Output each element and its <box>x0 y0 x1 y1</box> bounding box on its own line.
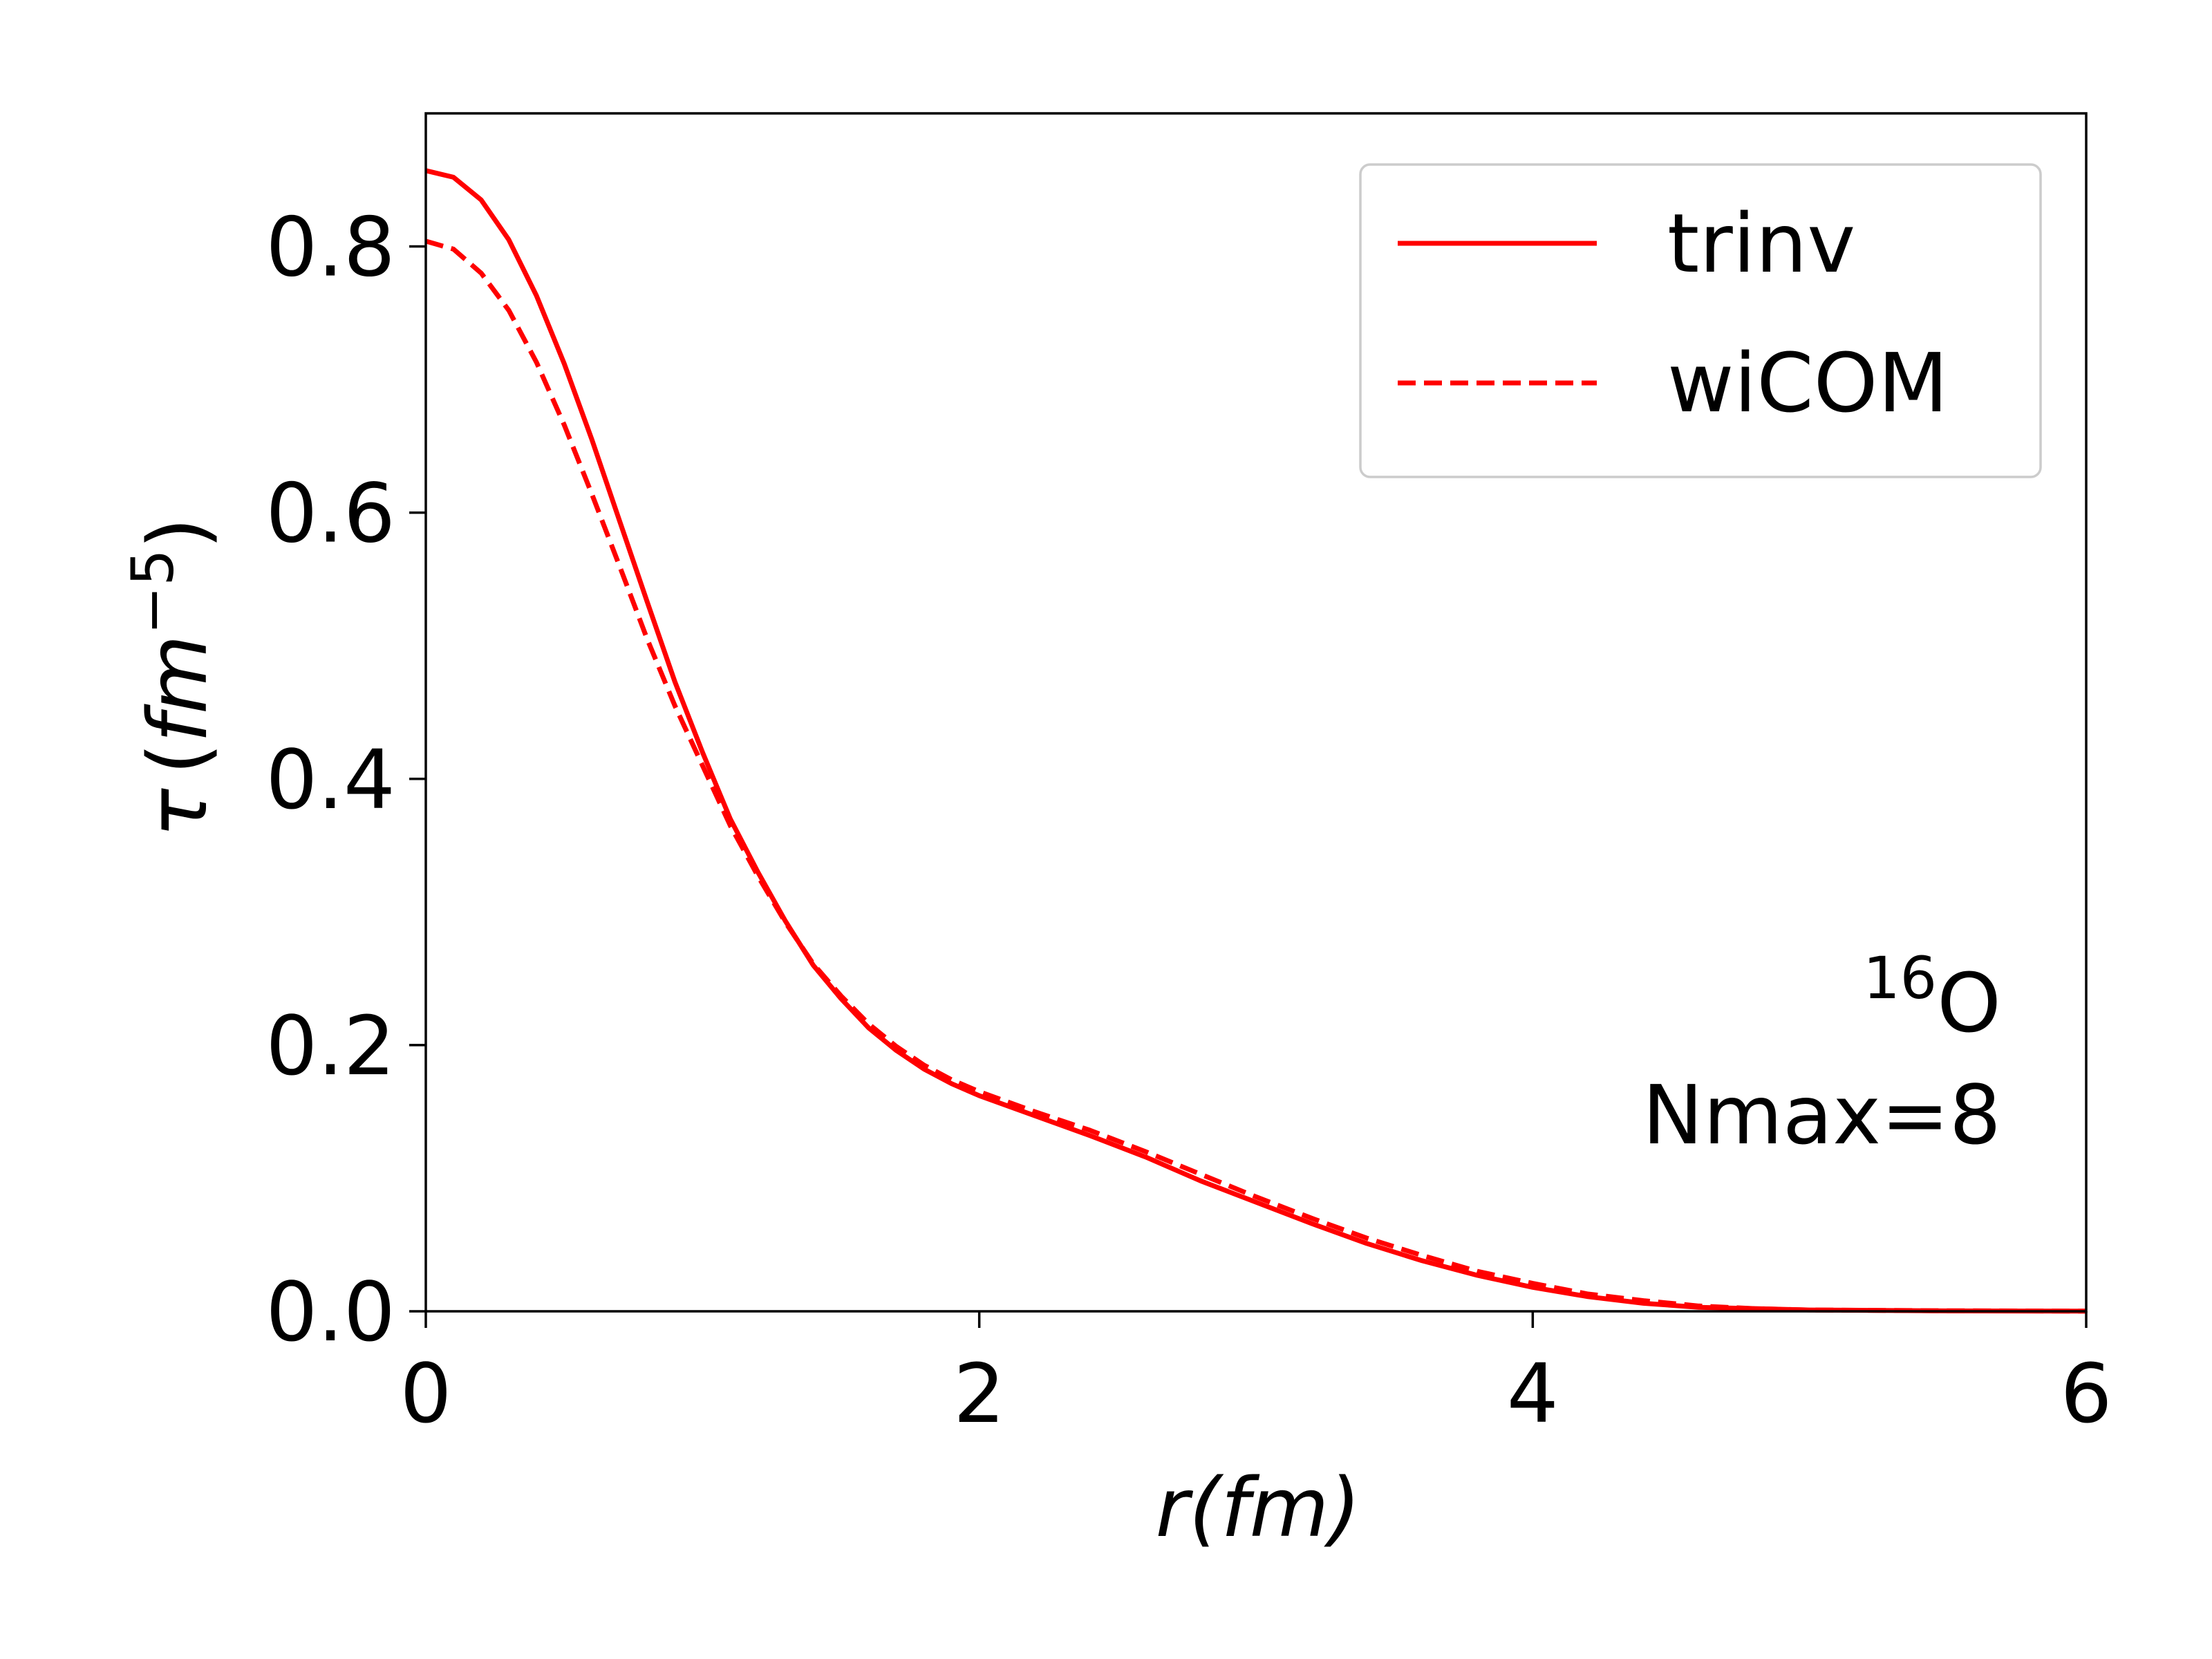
y-axis-unit: fm <box>130 635 225 743</box>
x-axis-label: r(fm) <box>1155 1460 1360 1555</box>
x-ticks: 0 2 4 6 <box>400 1311 2112 1441</box>
isotope-annotation: 16O <box>1863 944 2001 1051</box>
x-tick-label: 2 <box>953 1346 1005 1441</box>
isotope-mass: 16 <box>1863 944 1937 1012</box>
y-ticks: 0.0 0.2 0.4 0.6 0.8 <box>265 200 426 1360</box>
y-tick-label: 0.0 <box>265 1264 395 1360</box>
series-line-trinv <box>425 168 2087 1314</box>
series-line-wiCOM <box>425 238 2087 1314</box>
legend-label-wiCOM: wiCOM <box>1667 335 1948 431</box>
nmax-annotation: Nmax=8 <box>1642 1067 2001 1163</box>
y-tick-label: 0.4 <box>265 732 395 827</box>
y-axis-exp: −5 <box>119 549 187 635</box>
legend-label-trinv: trinv <box>1667 196 1855 291</box>
y-axis-open: ( <box>130 743 225 775</box>
isotope-symbol: O <box>1937 955 2001 1051</box>
y-tick-label: 0.8 <box>265 200 395 295</box>
y-axis-label: τ (fm−5) <box>119 517 225 837</box>
y-tick-label: 0.6 <box>265 466 395 561</box>
y-tick-label: 0.2 <box>265 998 395 1094</box>
series-layer <box>425 168 2087 1314</box>
x-tick-label: 4 <box>1507 1346 1559 1441</box>
plot-frame <box>424 112 2088 1313</box>
legend: trinv wiCOM <box>1359 163 2042 478</box>
x-tick-label: 0 <box>400 1346 451 1441</box>
y-axis-symbol: τ <box>130 788 225 838</box>
y-axis-close: ) <box>130 517 225 549</box>
x-tick-label: 6 <box>2060 1346 2112 1441</box>
